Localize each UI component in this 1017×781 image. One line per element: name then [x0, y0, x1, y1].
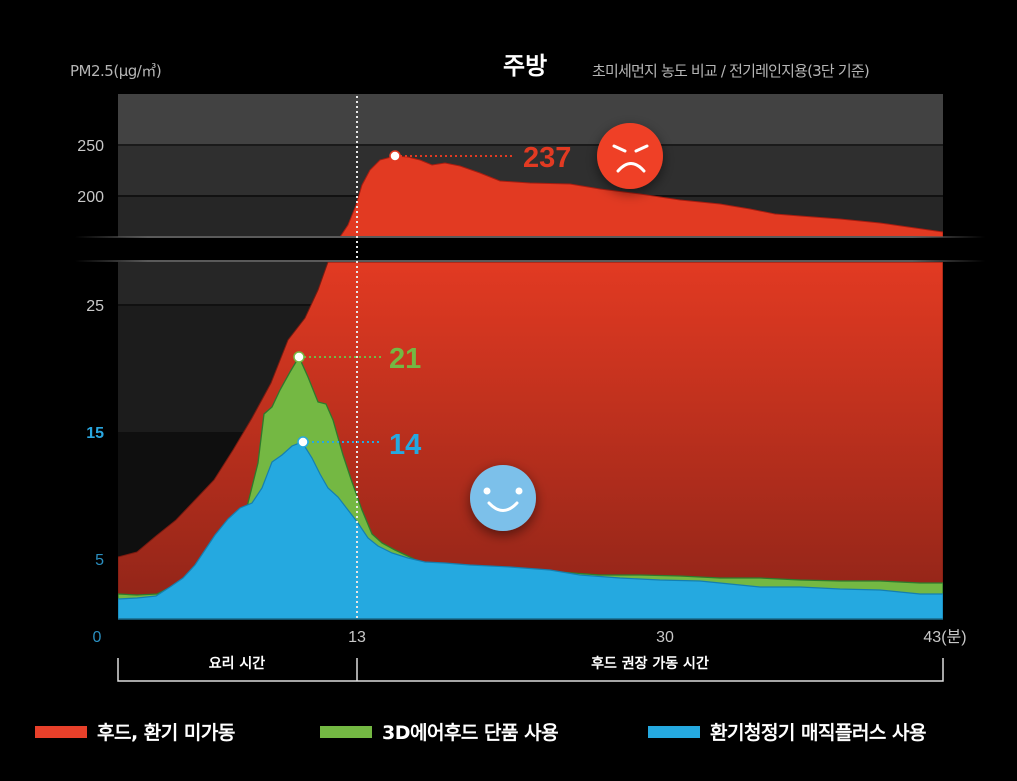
- blue-series-area: [118, 441, 943, 619]
- red-peak-annotation: 237: [389, 142, 571, 174]
- y-tick-15: 15: [86, 425, 104, 442]
- y-tick-5: 5: [95, 552, 104, 569]
- segment-cooking-time: 요리 시간: [209, 655, 266, 672]
- chart-subtitle: 초미세먼지 농도 비교 / 전기레인지용(3단 기준): [592, 62, 870, 80]
- smile-face-features: [483, 487, 523, 512]
- chart-title: 주방: [503, 52, 548, 80]
- lower-panel: [118, 262, 943, 620]
- segment-hood-recommended-time: 후드 권장 가동 시간: [591, 655, 709, 672]
- green-peak-value: 21: [389, 343, 421, 375]
- green-peak-annotation: 21: [293, 343, 421, 375]
- y-tick-200: 200: [77, 189, 104, 206]
- x-tick-0: 0: [93, 629, 102, 646]
- legend-item-3d-airhood: 3D에어후드 단품 사용: [320, 718, 559, 745]
- legend-item-magic-plus: 환기청정기 매직플러스 사용: [648, 718, 927, 745]
- time-segment-brackets: [117, 658, 944, 682]
- smile-face-icon: [470, 465, 536, 531]
- red-series-area-upper: [339, 155, 943, 237]
- legend-item-no-hood: 후드, 환기 미가동: [35, 718, 235, 745]
- legend-swatch-blue: [648, 725, 700, 738]
- upper-panel: [118, 94, 943, 237]
- red-peak-value: 237: [523, 142, 571, 174]
- legend-label-3d-airhood: 3D에어후드 단품 사용: [382, 722, 559, 744]
- legend-label-no-hood: 후드, 환기 미가동: [97, 722, 235, 744]
- x-tick-43: 43(분): [923, 629, 966, 646]
- angry-face-features: [612, 144, 649, 173]
- x-tick-13: 13: [348, 629, 366, 646]
- legend-swatch-red: [35, 725, 87, 738]
- chart-legend: 후드, 환기 미가동 3D에어후드 단품 사용 환기청정기 매직플러스 사용: [0, 718, 1017, 752]
- axis-break: [0, 236, 1017, 262]
- x-tick-30: 30: [656, 629, 674, 646]
- area-chart: 250 200 25 15 5 0 13 30 43(분) 요리 시간 후드 권…: [0, 94, 1017, 682]
- angry-face-icon: [597, 123, 663, 189]
- legend-label-magic-plus: 환기청정기 매직플러스 사용: [710, 722, 927, 744]
- legend-swatch-green: [320, 725, 372, 738]
- blue-peak-value: 14: [389, 429, 421, 461]
- y-tick-25: 25: [86, 298, 104, 315]
- blue-peak-annotation: 14: [297, 429, 421, 461]
- y-axis-unit-label: PM2.5(μg/㎥): [70, 62, 162, 80]
- y-tick-250: 250: [77, 138, 104, 155]
